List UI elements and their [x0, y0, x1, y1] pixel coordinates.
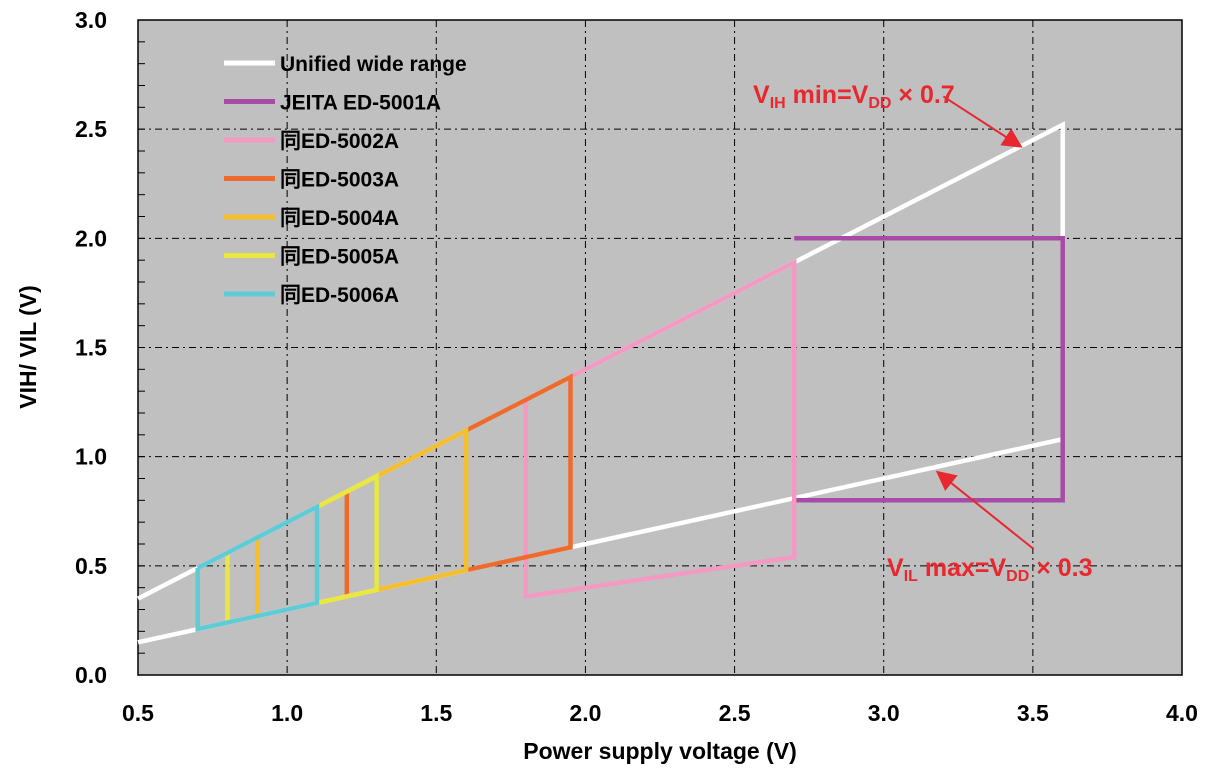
- grid-lines: [138, 19, 1182, 676]
- legend-label: Unified wide range: [280, 53, 467, 76]
- x-tick-label: 3.0: [868, 700, 900, 726]
- y-tick-label: 2.5: [75, 116, 107, 142]
- x-tick-label: 0.5: [122, 700, 154, 726]
- tick-labels: 0.5 1.0 1.5 2.0 2.5 3.0 3.5 4.0 0.0 0.5 1.0 1.5 2.0 2…: [75, 7, 1198, 726]
- annotation-text: VIL max=VDD × 0.3: [887, 554, 1093, 585]
- y-tick-label: 2.0: [75, 225, 107, 251]
- x-tick-label: 2.0: [569, 700, 601, 726]
- series-line-6: [195, 503, 320, 632]
- series-line-2: [523, 258, 797, 600]
- x-tick-label: 4.0: [1166, 700, 1198, 726]
- series-layer: [136, 121, 1065, 645]
- x-axis-label: Power supply voltage (V): [523, 738, 797, 764]
- series-line-1: [794, 236, 1065, 503]
- x-tick-label: 3.5: [1017, 700, 1049, 726]
- annotations: VIH min=VDD × 0.7 VIL max=VDD × 0.3: [753, 81, 1093, 585]
- x-tick-label: 1.0: [271, 700, 303, 726]
- y-tick-label: 1.0: [75, 444, 107, 470]
- y-axis-label: VIH/ VIL (V): [15, 285, 41, 409]
- y-tick-label: 3.0: [75, 7, 107, 33]
- x-tick-label: 2.5: [719, 700, 751, 726]
- y-tick-label: 0.0: [75, 662, 107, 688]
- x-tick-label: 1.5: [420, 700, 452, 726]
- y-tick-label: 0.5: [75, 553, 107, 579]
- legend-label: 同ED-5006A: [280, 284, 399, 307]
- series-line-5: [315, 472, 379, 606]
- legend-label: 同ED-5003A: [280, 169, 399, 192]
- legend-label: 同ED-5005A: [280, 246, 399, 269]
- series-line-3: [465, 373, 573, 573]
- legend: Unified wide range JEITA ED-5001A 同ED-5002…: [224, 53, 467, 307]
- legend-label: 同ED-5004A: [280, 207, 399, 230]
- legend-label: 同ED-5002A: [280, 130, 399, 153]
- annotation-arrow: [935, 470, 1034, 550]
- legend-label: JEITA ED-5001A: [280, 92, 441, 115]
- annotation-text: VIH min=VDD × 0.7: [753, 81, 955, 112]
- series-line-4: [315, 426, 469, 606]
- annotation-arrow: [942, 95, 1023, 148]
- y-tick-label: 1.5: [75, 335, 107, 361]
